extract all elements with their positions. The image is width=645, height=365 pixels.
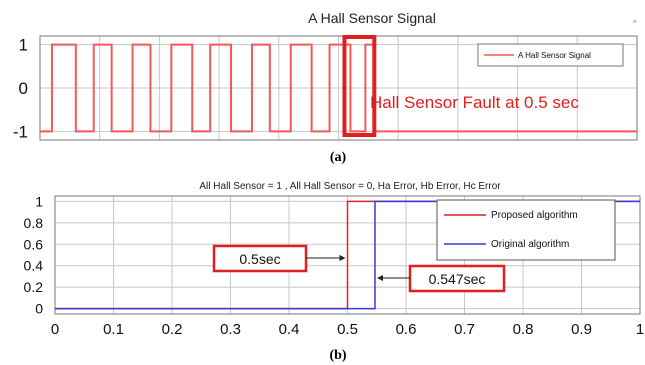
- chart-a-y-tick-label: 0: [19, 79, 28, 98]
- chart-b-legend-label-proposed: Proposed algorithm: [491, 210, 578, 221]
- chart-b-y-tick-label: 1: [35, 193, 43, 209]
- chart-a-frame: [39, 35, 638, 141]
- chart-b-x-tick-label: 0.6: [396, 321, 417, 338]
- chart-b-legend-box: [436, 199, 616, 261]
- chart-b-annotation-0.547sec: 0.547sec: [429, 271, 486, 287]
- chart-b-y-tick-label: 0.4: [24, 258, 44, 274]
- chart-b-title: All Hall Sensor = 1 , All Hall Sensor = …: [199, 181, 501, 192]
- chart-a-y-ticks: 1 0 -1: [13, 36, 28, 142]
- chart-a-corner-mark: ▫: [633, 16, 636, 26]
- chart-a-legend-box: [477, 43, 624, 67]
- chart-a-series-line: [40, 43, 637, 133]
- chart-b-caption: (b): [329, 348, 346, 363]
- chart-b-legend-label-original: Original algorithm: [491, 239, 569, 250]
- chart-a-legend-label: A Hall Sensor Signal: [518, 51, 591, 60]
- chart-a: A Hall Sensor Signal ▫ 1 0 -1 A Hall Senso…: [13, 10, 638, 165]
- chart-b-x-tick-label: 1: [636, 321, 644, 338]
- chart-b-x-tick-label: 0.3: [220, 321, 241, 338]
- chart-b-annotation-0.5sec-box: [212, 244, 308, 273]
- chart-a-legend: A Hall Sensor Signal: [477, 43, 624, 67]
- chart-b: All Hall Sensor = 1 , All Hall Sensor = …: [24, 181, 645, 363]
- chart-b-y-ticks: 1 0.8 0.6 0.4 0.2 0: [24, 193, 44, 316]
- chart-b-annotation-0.5sec-arrowhead: [339, 255, 346, 261]
- chart-b-legend: Proposed algorithm Original algorithm: [436, 199, 616, 261]
- chart-b-x-tick-label: 0.5: [337, 321, 358, 338]
- chart-a-caption: (a): [330, 150, 347, 165]
- chart-b-x-tick-label: 0.9: [571, 321, 592, 338]
- chart-b-frame: [54, 195, 641, 315]
- chart-b-x-ticks: 0 0.1 0.2 0.3 0.4 0.5 0.6 0.7 0.8 0.9 1: [51, 321, 644, 338]
- chart-b-y-tick-label: 0.2: [24, 279, 44, 295]
- chart-b-x-tick-label: 0.2: [162, 321, 183, 338]
- chart-a-title: A Hall Sensor Signal: [308, 10, 436, 26]
- chart-a-y-tick-label: -1: [13, 122, 28, 141]
- chart-b-annotation-0.547sec-arrowhead: [376, 275, 383, 281]
- chart-b-x-tick-label: 0.1: [103, 321, 124, 338]
- chart-b-y-tick-label: 0.6: [24, 236, 44, 252]
- chart-b-annotation-0.5sec: 0.5sec: [239, 251, 280, 267]
- chart-b-x-tick-label: 0: [51, 321, 59, 338]
- chart-b-y-tick-label: 0.8: [24, 215, 44, 231]
- chart-a-y-tick-label: 1: [19, 36, 28, 55]
- chart-a-fault-highlight-box: [342, 35, 377, 137]
- chart-b-x-tick-label: 0.4: [279, 321, 300, 338]
- chart-b-x-tick-label: 0.8: [513, 321, 534, 338]
- chart-b-y-tick-label: 0: [35, 301, 43, 317]
- chart-a-fault-label: Hall Sensor Fault at 0.5 sec: [370, 93, 579, 112]
- chart-b-x-tick-label: 0.7: [454, 321, 475, 338]
